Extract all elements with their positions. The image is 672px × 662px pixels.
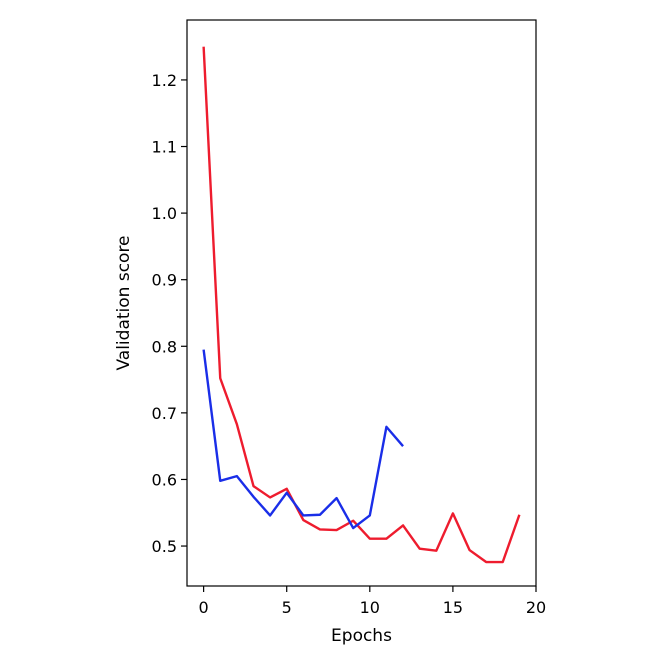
series-line-2 bbox=[202, 349, 404, 530]
x-axis-ticks: 0 5 10 15 20 bbox=[199, 586, 546, 617]
y-tick-label: 1.1 bbox=[152, 138, 177, 157]
y-tick-label: 0.8 bbox=[152, 337, 177, 356]
y-tick-label: 1.0 bbox=[152, 204, 177, 223]
series-line-1 bbox=[202, 46, 521, 564]
y-tick-label: 0.7 bbox=[152, 404, 177, 423]
series-layer bbox=[202, 46, 521, 564]
plot-frame bbox=[186, 19, 537, 587]
x-axis-label: Epochs bbox=[331, 626, 392, 646]
x-tick-label: 15 bbox=[443, 598, 463, 617]
y-tick-label: 0.5 bbox=[152, 537, 177, 556]
y-axis-label: Validation score bbox=[114, 235, 134, 370]
x-tick-label: 10 bbox=[360, 598, 380, 617]
y-tick-label: 1.2 bbox=[152, 71, 177, 90]
x-tick-label: 20 bbox=[526, 598, 546, 617]
y-tick-label: 0.9 bbox=[152, 271, 177, 290]
x-tick-label: 0 bbox=[199, 598, 209, 617]
plot-area bbox=[187, 20, 536, 586]
x-tick-label: 5 bbox=[282, 598, 292, 617]
y-axis-ticks: 0.5 0.6 0.7 0.8 0.9 1.0 1.1 1.2 bbox=[152, 71, 187, 556]
y-tick-label: 0.6 bbox=[152, 470, 177, 489]
